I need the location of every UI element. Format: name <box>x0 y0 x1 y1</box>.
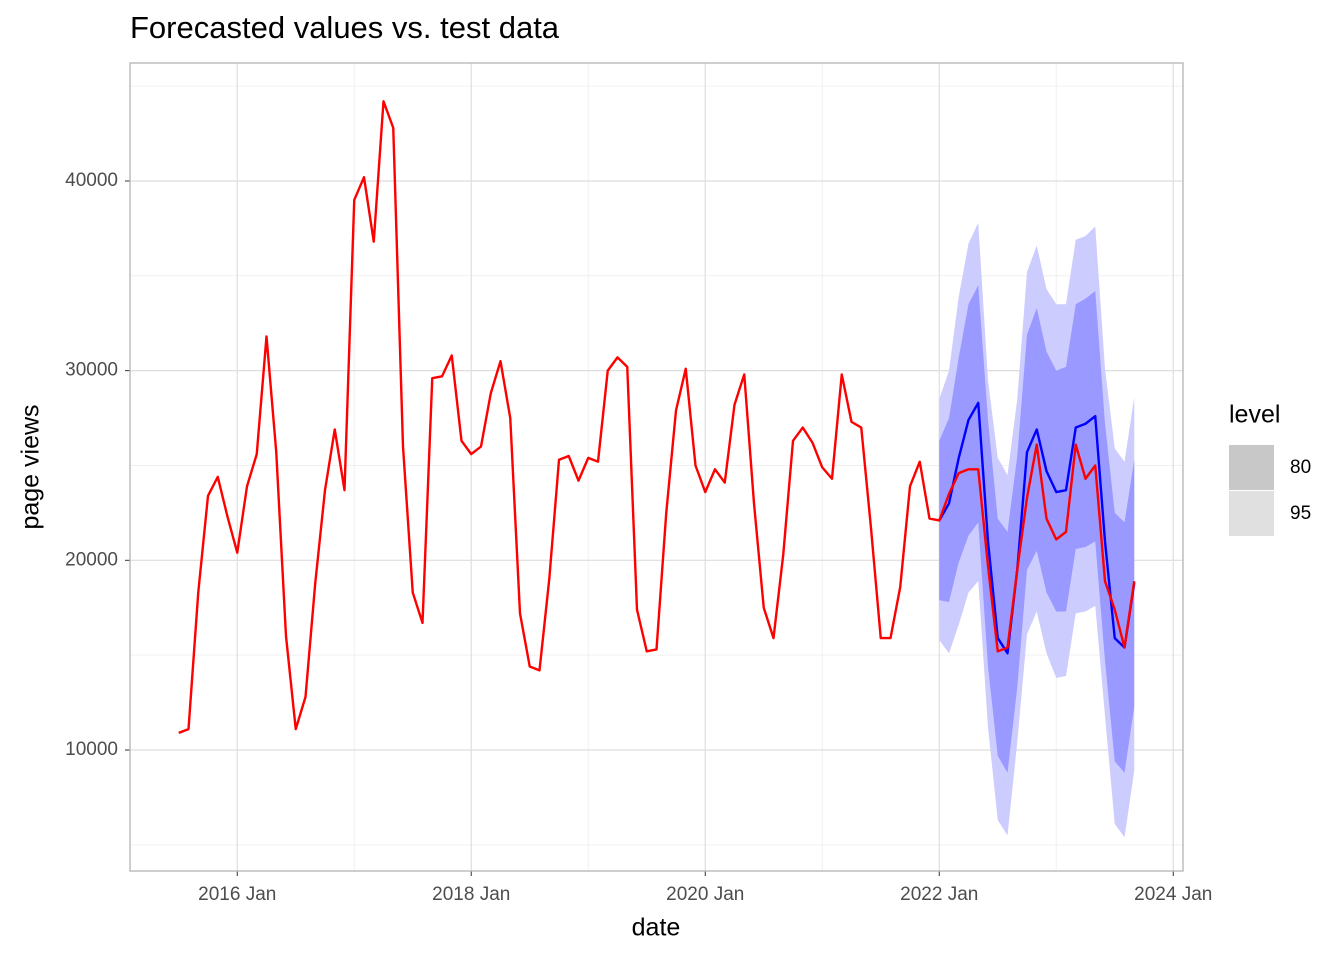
legend-swatch <box>1229 491 1274 536</box>
x-tick-label: 2024 Jan <box>1134 884 1212 905</box>
y-tick-label: 20000 <box>65 549 118 570</box>
legend-label: 80 <box>1290 457 1311 478</box>
chart-title: Forecasted values vs. test data <box>130 10 560 45</box>
x-tick-label: 2020 Jan <box>666 884 744 905</box>
x-tick-label: 2016 Jan <box>198 884 276 905</box>
y-tick-label: 30000 <box>65 360 118 381</box>
series-line <box>178 100 1136 735</box>
x-axis-label: date <box>632 914 681 942</box>
y-tick-label: 40000 <box>65 170 118 191</box>
series-line <box>938 401 1136 655</box>
legend-title: level <box>1229 401 1280 429</box>
legend-label: 95 <box>1290 503 1311 524</box>
x-tick-label: 2018 Jan <box>432 884 510 905</box>
plot-border <box>129 62 1184 872</box>
legend-swatch <box>1229 445 1274 490</box>
x-tick-label: 2022 Jan <box>900 884 978 905</box>
y-axis-label: page views <box>17 404 45 529</box>
y-tick-label: 10000 <box>65 739 118 760</box>
forecast-band <box>939 285 1135 773</box>
